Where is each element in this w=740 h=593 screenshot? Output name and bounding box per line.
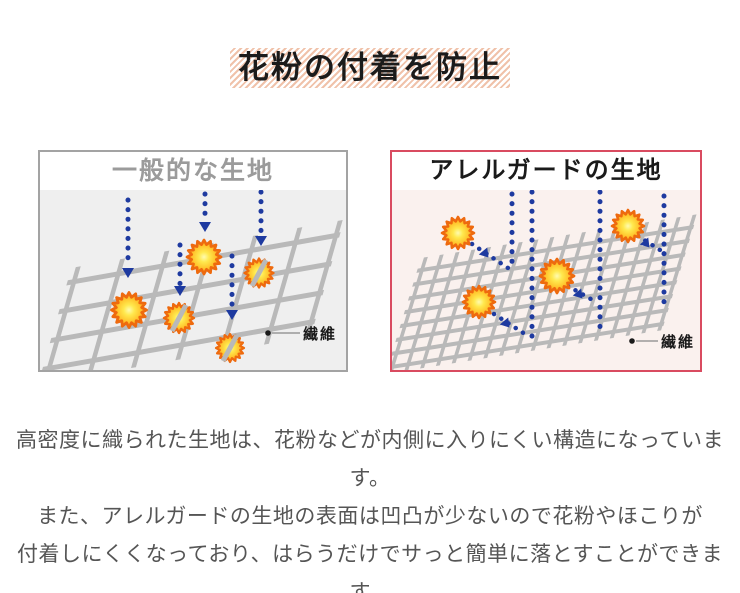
panel-allerguard-fabric: アレルガードの生地 <box>390 150 702 372</box>
panel-allerguard-diagram: 繊維 <box>392 190 700 370</box>
title-highlight: 花粉の付着を防止 <box>230 48 510 88</box>
fiber-label-text: 繊維 <box>303 325 337 343</box>
fiber-label: 繊維 <box>265 325 337 343</box>
allerguard-fabric-diagram: 繊維 <box>392 190 697 370</box>
description-line-3: 付着しにくくなっており、はらうだけでサっと簡単に落とすことができます。 <box>17 543 723 593</box>
description-text: 高密度に織られた生地は、花粉などが内側に入りにくい構造になっています。 また、ア… <box>0 422 740 593</box>
fiber-label: 繊維 <box>629 333 695 351</box>
panel-ordinary-diagram: 繊維 <box>40 190 346 370</box>
comparison-panels: 一般的な生地 <box>38 150 702 372</box>
pollen-bounce-arrows <box>469 190 667 341</box>
panel-allerguard-header: アレルガードの生地 <box>392 152 700 190</box>
panel-ordinary-header: 一般的な生地 <box>40 152 346 190</box>
ordinary-fabric-diagram: 繊維 <box>41 190 343 370</box>
pollen-particle <box>538 257 576 295</box>
pollen-particle <box>185 238 223 276</box>
thread-over-pollen <box>169 258 269 363</box>
dense-fabric-mesh <box>392 214 697 370</box>
fiber-pointer-dot <box>629 338 635 344</box>
description-line-1: 高密度に織られた生地は、花粉などが内側に入りにくい構造になっています。 <box>15 429 725 490</box>
pollen-particle <box>610 208 646 244</box>
panel-ordinary-fabric: 一般的な生地 <box>38 150 348 372</box>
loose-fabric-mesh <box>41 220 343 370</box>
fiber-pointer-dot <box>265 330 271 336</box>
pollen-particle <box>461 284 497 320</box>
pollen-falling-arrows <box>122 190 267 320</box>
description-line-2: また、アレルガードの生地の表面は凹凸が少ないので花粉やほこりが <box>37 505 703 528</box>
page-title: 花粉の付着を防止 <box>0 48 740 88</box>
pollen-particle <box>110 291 148 329</box>
pollen-particle <box>440 215 476 251</box>
fiber-label-text: 繊維 <box>661 333 695 351</box>
